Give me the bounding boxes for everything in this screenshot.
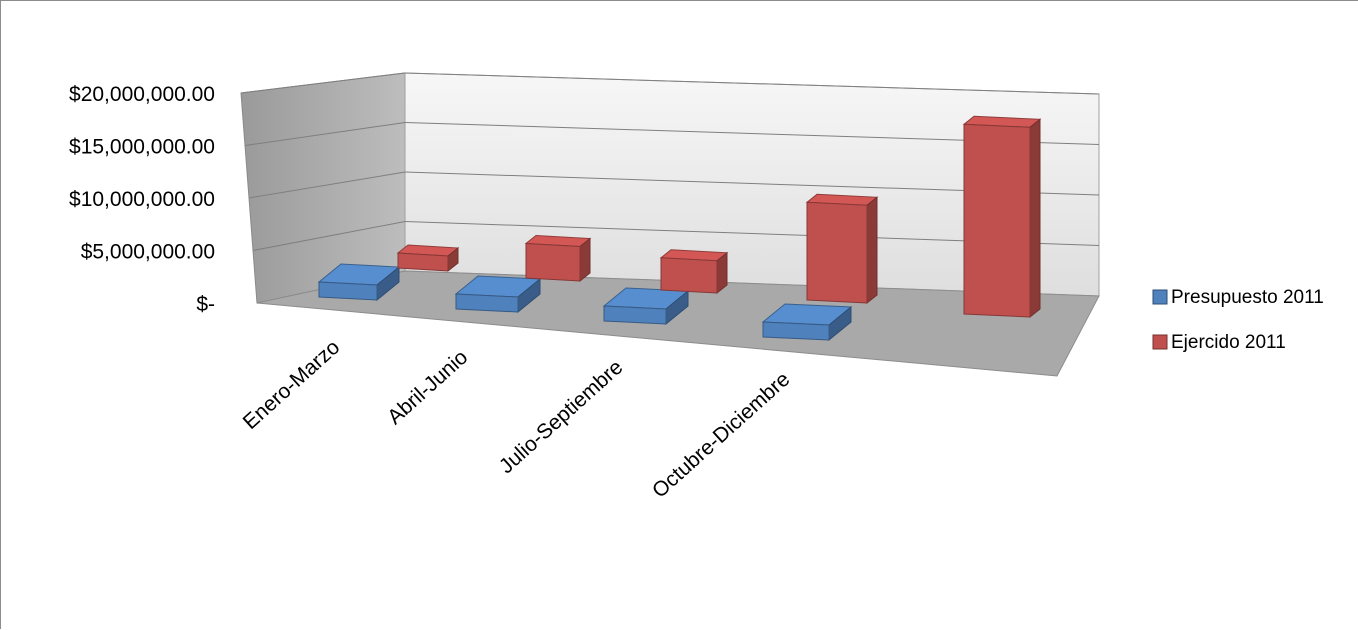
bar-presupuesto [317, 263, 401, 302]
x-tick-label: Octubre-Diciembre [648, 368, 794, 503]
bar-ejercido-front [806, 201, 868, 304]
bar-ejercido [805, 193, 879, 305]
bar-presupuesto-front [603, 305, 667, 325]
legend-swatch [1152, 334, 1168, 350]
gridline-side [240, 72, 406, 94]
x-tick-label: Abril-Junio [383, 346, 472, 429]
legend-label: Ejercido 2011 [1171, 332, 1286, 353]
bar-ejercido-front [525, 242, 581, 282]
y-tick-label: $15,000,000.00 [69, 136, 215, 159]
y-tick-label: $- [196, 293, 215, 316]
legend: Presupuesto 2011 Ejercido 2011 [1152, 287, 1324, 353]
bar-ejercido-front [397, 252, 449, 272]
bars [317, 115, 1042, 342]
bar-ejercido-side [1029, 118, 1041, 319]
bar-ejercido [962, 115, 1042, 319]
bar-presupuesto [454, 275, 542, 314]
gridline-side [244, 122, 406, 146]
bar-presupuesto-front [318, 281, 378, 301]
bar-ejercido-front [660, 257, 718, 294]
legend-label: Presupuesto 2011 [1171, 287, 1324, 308]
bar-ejercido-side [866, 196, 878, 305]
y-tick-label: $10,000,000.00 [69, 188, 215, 211]
x-tick-label: Enero-Marzo [239, 336, 345, 434]
bar-ejercido [396, 244, 460, 273]
bar-presupuesto-front [455, 293, 519, 313]
gridline-side [252, 221, 406, 251]
bar-ejercido [659, 249, 729, 295]
legend-swatch [1152, 289, 1168, 305]
bar-ejercido-side [579, 237, 591, 283]
gridline [404, 72, 1100, 95]
x-axis-tick-labels: Enero-Marzo Abril-Junio Julio-Septiembre Oc… [239, 336, 795, 503]
bar-ejercido [524, 234, 592, 283]
bar-ejercido-front [963, 123, 1031, 318]
y-tick-label: $5,000,000.00 [81, 241, 215, 264]
gridline-side [248, 171, 406, 199]
x-tick-label: Julio-Septiembre [495, 356, 627, 479]
bar-presupuesto [602, 287, 690, 326]
bar-presupuesto-front [762, 321, 830, 341]
y-tick-label: $20,000,000.00 [69, 83, 215, 106]
y-axis-tick-labels: $- $5,000,000.00 $10,000,000.00 $15,000,000… [69, 83, 215, 316]
bar-presupuesto [761, 303, 853, 342]
